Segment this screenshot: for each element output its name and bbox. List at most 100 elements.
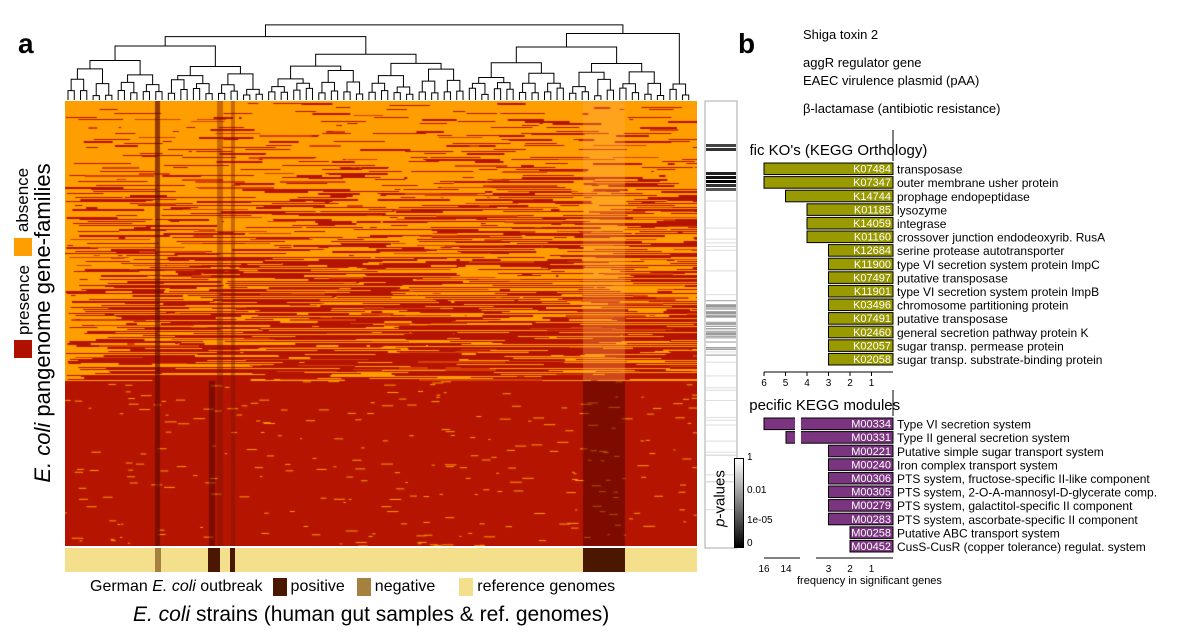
dendrogram-branch [327,70,354,83]
dendrogram-branch [481,93,489,100]
significant-gene-line [706,180,736,183]
bar-description: putative transposase [897,312,1008,326]
positive-strain [583,548,625,572]
bar-description: PTS system, fructose-specific II-like co… [897,472,1150,486]
dendrogram-branch [117,90,125,100]
reference-swatch [459,578,474,596]
gene-line [706,246,736,248]
gene-line [706,312,736,314]
positive-strain [230,548,235,572]
outbreak-status-bar [65,548,697,572]
bar [828,458,894,471]
dendrogram-branch [205,93,213,100]
x-tick-label: 3 [826,564,832,575]
bar-description: transposase [897,163,963,177]
gene-line [706,304,736,306]
bar [828,339,894,352]
dendrogram-branch [343,91,351,100]
dendrogram-branch [230,90,238,100]
ko-bar-chart: Outbreak specific KO's (KEGG Orthology) K… [750,130,1105,389]
absence-label: absence [13,167,32,233]
dendrogram-branch [277,78,304,87]
x-tick-label: 16 [758,564,770,575]
bar [849,526,894,539]
dendrogram-branch [443,91,451,100]
bar-description: serine protease autotransporter [897,244,1064,258]
annotation-paa: EAEC virulence plasmid (pAA) [803,73,980,88]
gene-line [706,325,736,327]
bar-description: type VI secretion system protein ImpB [897,285,1099,299]
bar-description: putative transposase [897,271,1008,285]
bar [828,244,894,257]
bar-description: prophage endopeptidase [897,190,1030,204]
dendrogram-branch [268,91,276,100]
gene-line [706,270,736,272]
dendrogram-branch [170,79,185,94]
dendrogram-branch [305,87,314,100]
gene-line [706,337,736,339]
bar-id-label: K12684 [853,245,891,257]
bar [828,325,894,339]
gene-line [706,424,736,426]
kegg-module-bar-chart: Outbreak specific KEGG modules M00334 Type… [750,390,1157,587]
dendrogram-branch [471,82,486,95]
dendrogram-branch [647,82,662,96]
dendrogram-branch [456,90,464,100]
bar-id-label: M00258 [851,527,891,539]
gene-line [706,354,736,356]
dendrogram-branch [431,92,439,100]
x-tick-label: 2 [847,564,853,575]
gene-line [706,242,736,244]
dendrogram-branch [506,88,514,100]
gene-line [706,312,736,314]
gene-line [706,306,736,308]
dendrogram-branch [145,84,160,92]
bar [806,230,894,244]
dendrogram-branch [142,91,151,100]
bar-id-label: K14744 [853,191,891,203]
dendrogram-branch [67,90,75,100]
x-tick-label: 4 [804,378,810,389]
dendrogram-branch [547,82,561,92]
bar-description: PTS system, 2-O-A-mannosyl-D-glycerate c… [897,486,1157,500]
gene-line [706,330,736,332]
gene-line [706,304,736,306]
dendrogram-branch [594,95,602,100]
significant-gene-line [706,184,736,187]
annotation-aggr: aggR regulator gene [803,55,922,70]
dendrogram-branch [396,86,411,95]
bar-id-label: M00240 [851,459,891,471]
bar [806,216,894,230]
bar [828,512,894,526]
bar [763,162,894,176]
bar [785,189,894,203]
gene-line [706,249,736,251]
dendrogram-branch [76,68,103,84]
dendrogram-branch [89,59,141,75]
reference-label: reference genomes [477,578,616,595]
x-tick-label: 1 [869,378,875,389]
bar [828,499,894,512]
bar-description: Iron complex transport system [897,458,1058,472]
dendrogram-branch [597,78,611,96]
significant-gene-line [706,188,736,191]
bar [828,485,894,499]
dendrogram-branch [669,88,677,100]
gene-line [706,305,736,307]
gene-line [706,361,736,363]
colorbar-tick: 0 [747,538,753,549]
dendrogram-branch [92,95,100,100]
dendrogram-branch [572,86,586,94]
dendrogram-branch [243,94,251,100]
dendrogram-branch [531,92,539,100]
gene-line [706,313,736,315]
gene-line [706,200,736,202]
bar-id-label: K07497 [853,272,891,284]
bar [828,312,894,325]
dendrogram-branch [490,62,542,78]
gene-line [706,375,736,377]
gene-line [706,389,736,391]
dendrogram-branch [95,83,110,96]
dendrogram-branch [522,82,536,93]
